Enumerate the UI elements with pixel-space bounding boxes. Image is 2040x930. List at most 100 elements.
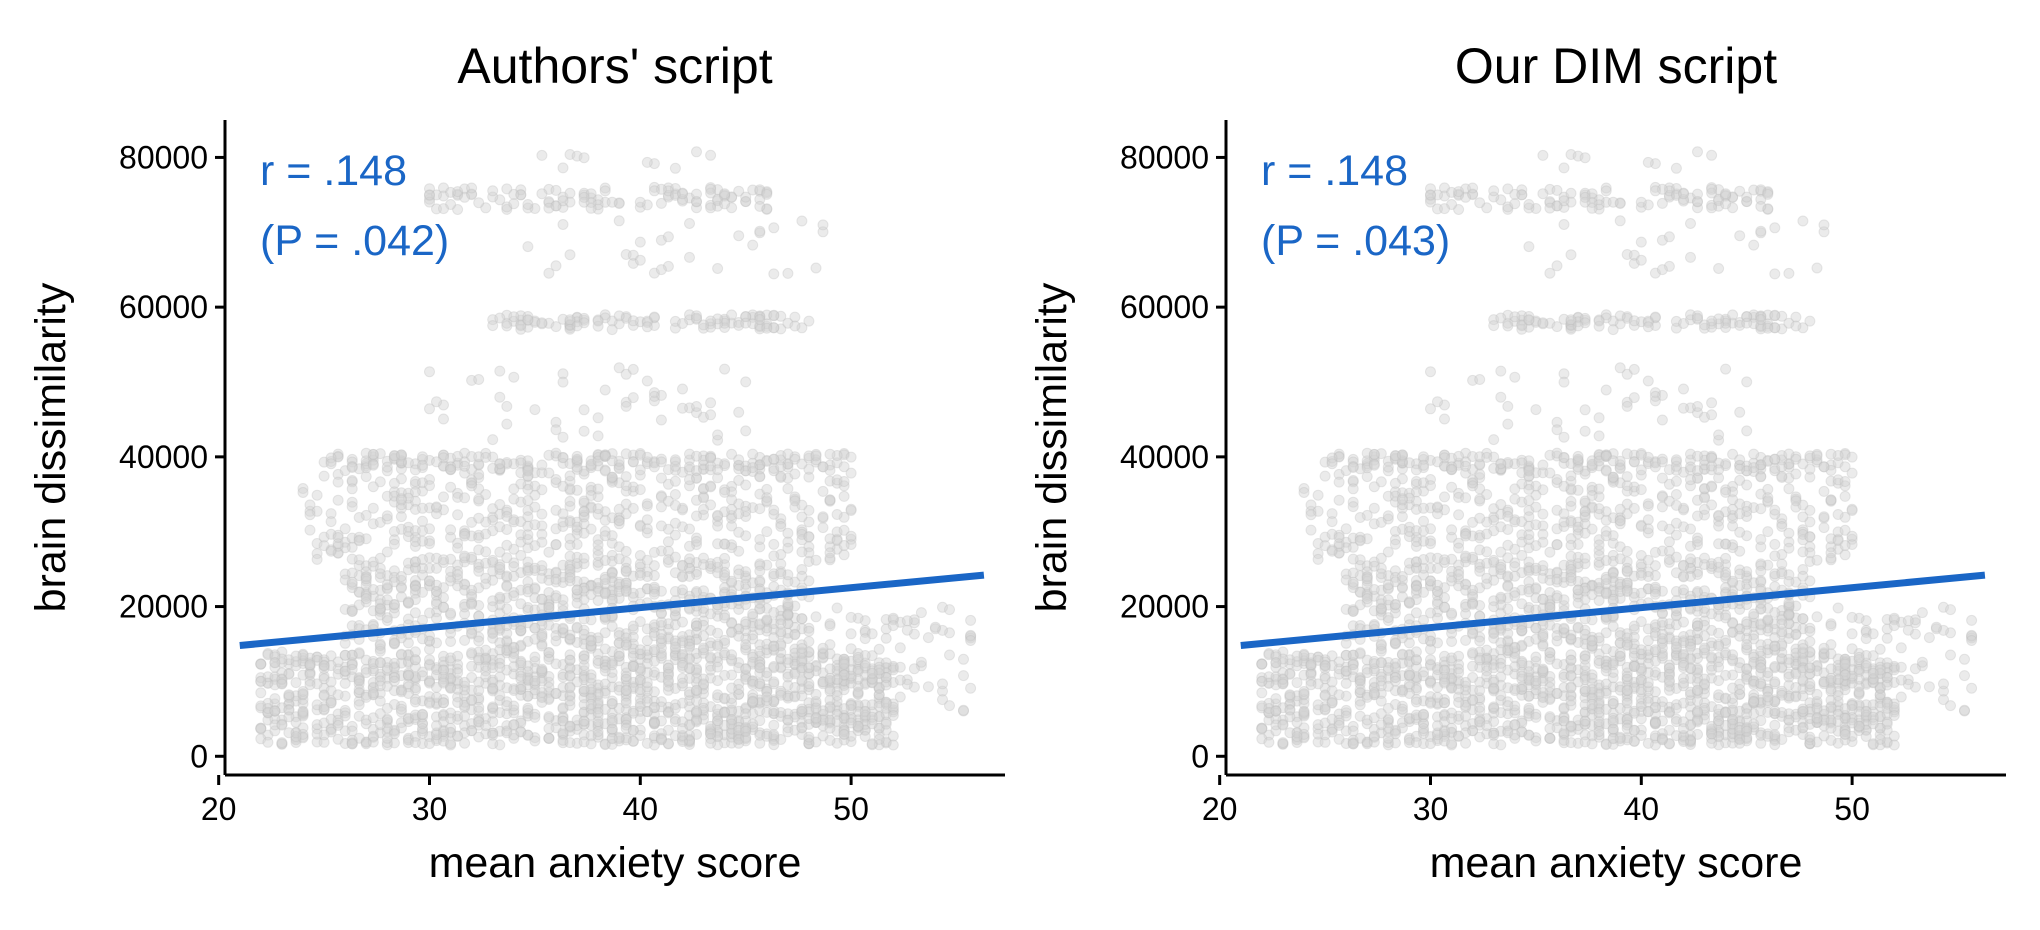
data-point	[529, 519, 541, 531]
data-point	[775, 558, 787, 570]
data-point	[353, 732, 365, 744]
data-point	[417, 723, 428, 734]
data-point	[1256, 723, 1268, 735]
data-point	[880, 697, 892, 708]
data-point	[529, 562, 541, 574]
data-point	[452, 667, 464, 679]
data-point	[1347, 725, 1359, 737]
data-point	[395, 494, 407, 506]
data-point	[712, 429, 724, 441]
data-point	[522, 465, 534, 477]
data-point	[810, 712, 822, 724]
data-point	[606, 698, 618, 710]
data-point	[634, 644, 646, 656]
data-point	[634, 449, 646, 461]
data-point	[578, 686, 590, 697]
data-point	[740, 725, 752, 737]
data-point	[641, 375, 653, 387]
data-point	[1678, 584, 1689, 596]
data-point	[445, 681, 457, 692]
data-point	[494, 739, 506, 751]
data-point	[360, 667, 372, 679]
data-point	[255, 658, 267, 670]
data-point	[705, 409, 717, 421]
data-point	[262, 648, 274, 659]
data-point	[761, 670, 773, 682]
data-point	[255, 687, 267, 699]
data-point	[852, 648, 864, 659]
data-point	[705, 481, 717, 493]
data-point	[887, 710, 899, 721]
data-point	[613, 735, 625, 747]
data-point	[859, 633, 871, 645]
data-point	[1530, 583, 1542, 595]
data-point	[1439, 677, 1450, 689]
data-point	[1551, 687, 1563, 699]
data-point	[726, 309, 738, 321]
data-point	[817, 730, 829, 742]
data-point	[747, 697, 759, 709]
data-point	[578, 736, 590, 748]
data-point	[543, 723, 555, 734]
data-point	[438, 601, 449, 613]
data-point	[768, 719, 780, 731]
data-point	[290, 711, 302, 723]
data-point	[1516, 598, 1528, 610]
y-tick-label: 80000	[119, 139, 208, 175]
data-point	[431, 501, 442, 513]
data-point	[346, 483, 358, 495]
data-point	[557, 195, 569, 207]
data-point	[1270, 705, 1282, 717]
data-point	[698, 642, 709, 654]
data-point	[789, 682, 801, 693]
data-point	[424, 189, 435, 201]
data-point	[353, 535, 365, 547]
data-point	[641, 523, 653, 535]
data-point	[487, 683, 499, 694]
data-point	[339, 523, 351, 535]
data-point	[438, 697, 449, 709]
data-point	[754, 503, 766, 515]
data-point	[452, 650, 464, 662]
data-point	[838, 549, 850, 561]
data-point	[1298, 706, 1310, 718]
data-point	[719, 538, 731, 550]
data-point	[733, 454, 745, 466]
data-point	[578, 552, 590, 564]
data-point	[402, 669, 414, 681]
data-point	[501, 418, 513, 430]
data-point	[599, 738, 611, 750]
chart-title: Authors' script	[457, 38, 772, 94]
data-point	[297, 669, 309, 681]
data-point	[332, 689, 344, 701]
data-point	[360, 718, 372, 730]
data-point	[395, 685, 407, 696]
p-value-annotation: (P = .042)	[260, 217, 449, 265]
data-point	[480, 713, 492, 725]
data-point	[1375, 680, 1387, 692]
data-point	[648, 717, 660, 729]
data-point	[409, 672, 421, 684]
data-point	[1368, 730, 1380, 742]
data-point	[515, 457, 527, 469]
data-point	[662, 231, 674, 243]
data-point	[564, 737, 576, 749]
data-point	[346, 462, 358, 473]
data-point	[417, 554, 428, 565]
data-point	[459, 710, 471, 722]
data-point	[768, 222, 780, 234]
data-point	[522, 671, 534, 683]
data-point	[571, 597, 583, 609]
data-point	[655, 633, 667, 645]
data-point	[557, 671, 569, 683]
data-point	[817, 676, 829, 688]
data-point	[438, 673, 449, 685]
data-point	[564, 633, 576, 645]
data-point	[712, 711, 724, 722]
data-point	[894, 642, 906, 654]
data-point	[831, 509, 843, 520]
data-point	[669, 475, 681, 487]
data-point	[768, 739, 780, 751]
data-point	[459, 460, 471, 472]
